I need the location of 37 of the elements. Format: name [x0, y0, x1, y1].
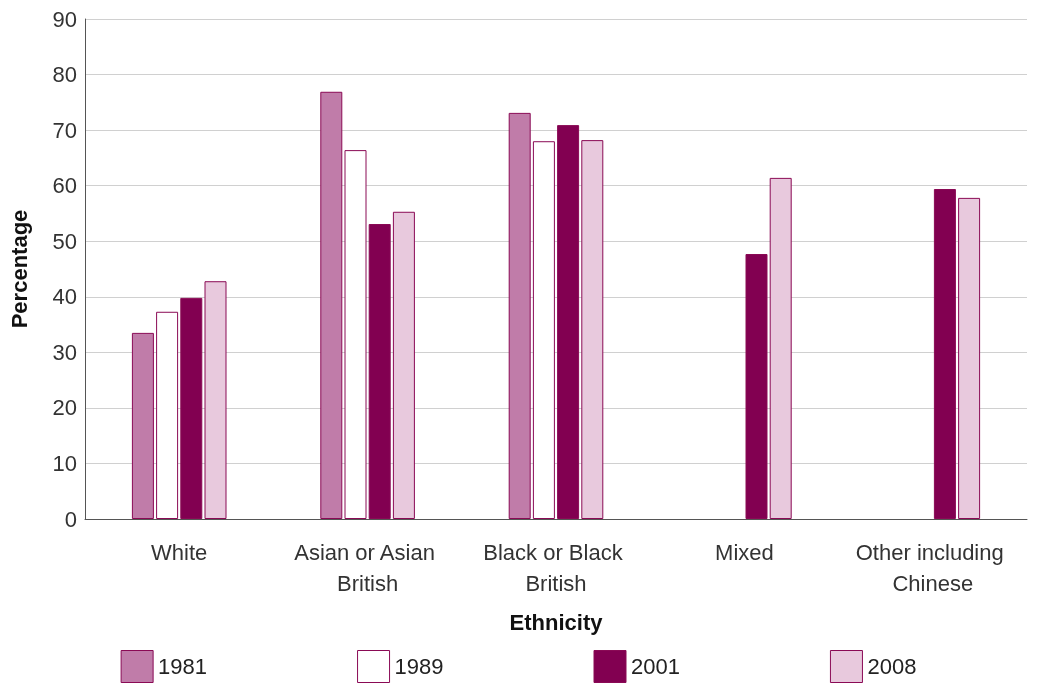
x-tick-label: Black or Black British	[483, 540, 629, 596]
x-axis-title: Ethnicity	[509, 609, 604, 635]
bar	[320, 91, 343, 519]
y-tick-label: 50	[52, 228, 77, 254]
legend-label: 1989	[394, 654, 444, 679]
y-tick-label: 30	[52, 339, 77, 365]
bar	[769, 177, 792, 519]
bar	[368, 224, 391, 519]
bar	[392, 211, 415, 519]
y-tick-label: 70	[52, 117, 77, 143]
x-tick-label: Asian or Asian British	[294, 540, 441, 596]
bar	[344, 150, 367, 519]
x-tick-label: Mixed	[715, 540, 774, 565]
bar	[557, 125, 580, 519]
bar	[508, 112, 531, 519]
y-tick-label: 10	[52, 450, 77, 476]
y-tick-label: 40	[52, 284, 77, 310]
y-tick-label: 20	[52, 395, 77, 421]
y-tick-label: 0	[64, 506, 77, 532]
y-tick-label: 80	[52, 62, 77, 88]
bar	[180, 297, 203, 519]
x-tick-label: White	[151, 540, 208, 565]
legend-label: 1981	[158, 654, 208, 679]
legend-label: 2008	[867, 654, 917, 679]
bar	[204, 281, 227, 519]
bar	[745, 254, 768, 519]
y-tick-label: 60	[52, 173, 77, 199]
bar	[933, 189, 956, 519]
bar	[958, 197, 981, 519]
legend-label: 2001	[631, 654, 680, 679]
bar	[581, 140, 604, 519]
bar	[131, 332, 154, 519]
y-tick-label: 90	[52, 6, 77, 32]
bar	[532, 141, 555, 519]
bar	[156, 311, 179, 519]
y-axis-title: Percentage	[6, 209, 32, 329]
x-tick-label: Other including Chinese	[855, 540, 1010, 596]
